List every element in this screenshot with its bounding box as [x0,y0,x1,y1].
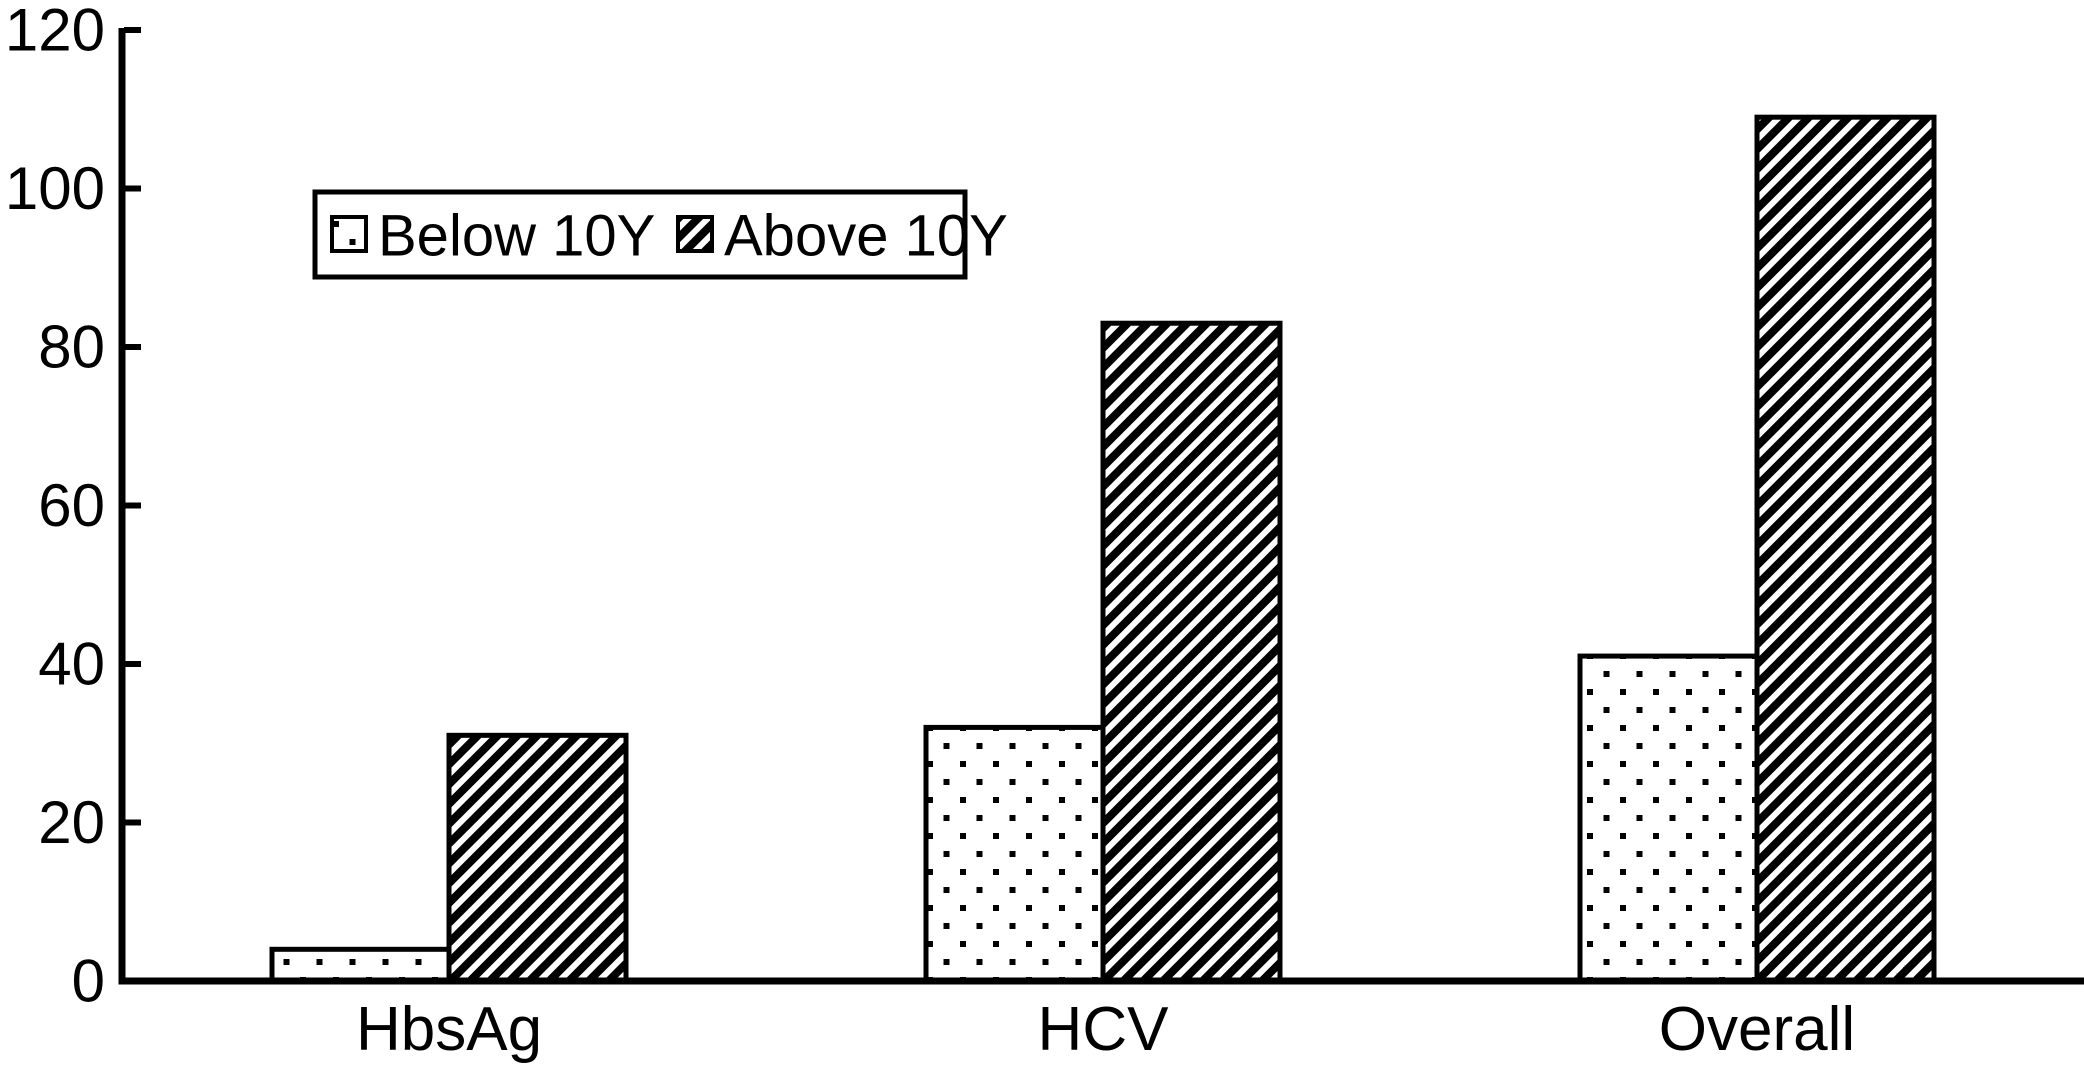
y-axis-tick-labels: 0 20 40 60 80 100 120 [5,0,105,1015]
legend: Below 10Y Above 10Y [312,189,1008,280]
x-axis-label-hcv: HCV [1038,995,1170,1064]
bar-overall-above-10y [1754,114,1937,984]
legend-label-below-10y: Below 10Y [378,204,655,269]
legend-box [312,189,968,280]
legend-swatch-below-10y-icon [330,215,368,253]
x-axis-label-overall: Overall [1659,995,1855,1064]
y-tick-label-100: 100 [5,155,105,222]
legend-swatch-above-10y-icon [676,215,714,253]
y-tick-label-40: 40 [38,631,105,698]
bar-overall-below-10y [1577,653,1760,984]
bar-hbsag-below-10y [269,946,452,984]
y-tick-label-60: 60 [38,472,105,539]
y-tick-label-120: 120 [5,0,105,64]
y-axis-ticks [124,27,141,826]
legend-label-above-10y: Above 10Y [724,204,1008,269]
x-axis-labels: HbsAg HCV Overall [356,995,1855,1064]
x-axis-label-hbsag: HbsAg [356,995,542,1064]
bars [269,114,1937,984]
y-tick-label-0: 0 [72,948,105,1015]
y-tick-label-20: 20 [38,789,105,856]
bar-hbsag-above-10y [446,732,629,984]
y-tick-label-80: 80 [38,314,105,381]
plot-area: 0 20 40 60 80 100 120 HbsAg HCV Overall [5,0,2084,1064]
bar-hcv-below-10y [923,724,1106,984]
bar-hcv-above-10y [1100,320,1283,984]
